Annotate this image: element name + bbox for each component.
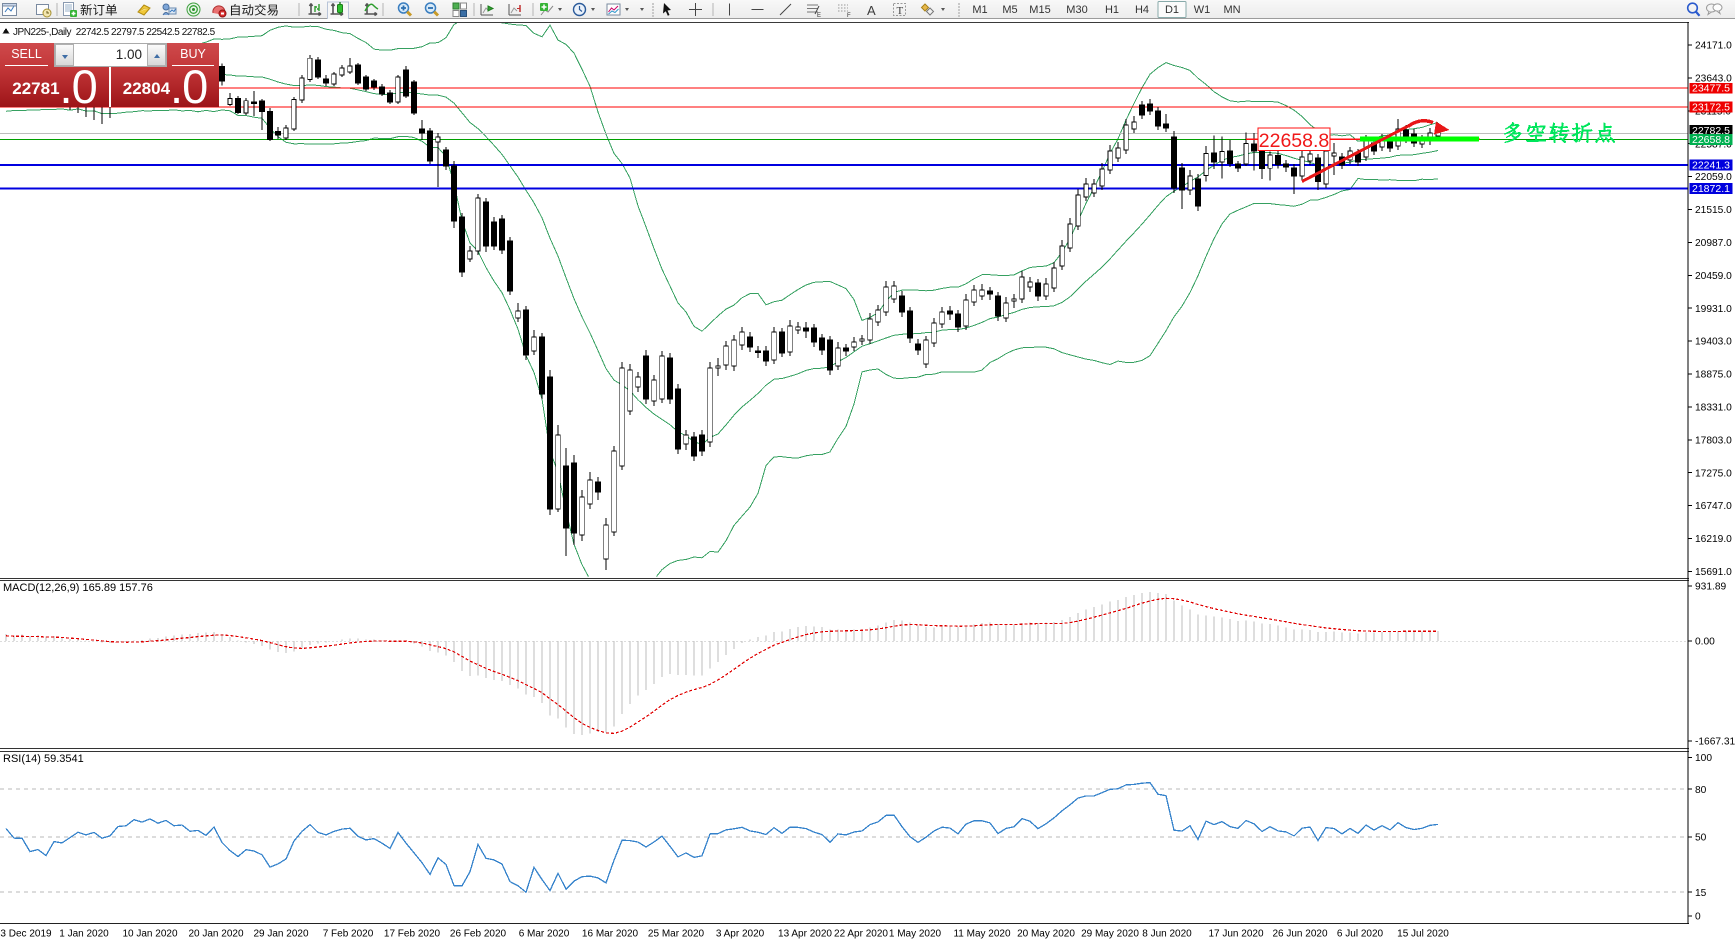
svg-text:26 Jun 2020: 26 Jun 2020	[1272, 929, 1327, 940]
svg-text:H1: H1	[1105, 4, 1119, 16]
svg-text:19403.0: 19403.0	[1695, 337, 1732, 348]
svg-text:0.00: 0.00	[1695, 637, 1715, 648]
svg-text:21515.0: 21515.0	[1695, 205, 1732, 216]
svg-text:20 May 2020: 20 May 2020	[1017, 929, 1075, 940]
svg-text:931.89: 931.89	[1695, 582, 1726, 593]
svg-text:8 Jun 2020: 8 Jun 2020	[1142, 929, 1192, 940]
svg-text:1 May 2020: 1 May 2020	[889, 929, 942, 940]
svg-text:26 Feb 2020: 26 Feb 2020	[450, 929, 507, 940]
svg-text:13 Apr 2020: 13 Apr 2020	[778, 929, 832, 940]
svg-text:11 May 2020: 11 May 2020	[953, 929, 1011, 940]
svg-text:22782.5: 22782.5	[1692, 125, 1730, 137]
svg-text:T: T	[897, 5, 904, 17]
svg-text:20 Jan 2020: 20 Jan 2020	[188, 929, 243, 940]
svg-text:21872.1: 21872.1	[1692, 183, 1730, 195]
svg-text:80: 80	[1695, 785, 1707, 796]
svg-text:17803.0: 17803.0	[1695, 435, 1732, 446]
svg-text:100: 100	[1695, 753, 1712, 764]
svg-text:22658.8: 22658.8	[1692, 134, 1730, 146]
svg-text:10 Jan 2020: 10 Jan 2020	[122, 929, 177, 940]
svg-text:19931.0: 19931.0	[1695, 304, 1732, 315]
svg-text:22241.3: 22241.3	[1692, 159, 1730, 171]
svg-text:6 Mar 2020: 6 Mar 2020	[519, 929, 570, 940]
svg-text:17275.0: 17275.0	[1695, 468, 1732, 479]
svg-text:3 Apr 2020: 3 Apr 2020	[716, 929, 765, 940]
svg-text:15 Jul 2020: 15 Jul 2020	[1397, 929, 1449, 940]
svg-text:15691.0: 15691.0	[1695, 567, 1732, 578]
svg-text:29 May 2020: 29 May 2020	[1081, 929, 1139, 940]
svg-text:16 Mar 2020: 16 Mar 2020	[582, 929, 639, 940]
svg-text:18875.0: 18875.0	[1695, 370, 1732, 381]
svg-text:0: 0	[1695, 912, 1701, 923]
svg-text:MN: MN	[1223, 4, 1240, 16]
svg-text:3 Dec 2019: 3 Dec 2019	[0, 929, 52, 940]
svg-text:20459.0: 20459.0	[1695, 271, 1732, 282]
svg-text:F: F	[847, 13, 851, 19]
svg-text:22 Apr 2020: 22 Apr 2020	[834, 929, 888, 940]
svg-text:M1: M1	[972, 4, 987, 16]
svg-text:22059.0: 22059.0	[1695, 172, 1732, 183]
svg-text:E: E	[817, 13, 821, 19]
svg-text:15: 15	[1695, 888, 1707, 899]
svg-text:16747.0: 16747.0	[1695, 501, 1732, 512]
svg-text:6 Jul 2020: 6 Jul 2020	[1337, 929, 1384, 940]
svg-text:16219.0: 16219.0	[1695, 534, 1732, 545]
svg-text:JPN225-,Daily 22742.5 22797.5: JPN225-,Daily 22742.5 22797.5 22542.5 22…	[13, 27, 216, 38]
svg-text:H4: H4	[1135, 4, 1149, 16]
svg-text:23172.5: 23172.5	[1692, 102, 1730, 114]
svg-text:20987.0: 20987.0	[1695, 238, 1732, 249]
svg-text:7 Feb 2020: 7 Feb 2020	[323, 929, 374, 940]
svg-text:W1: W1	[1194, 4, 1211, 16]
svg-text:M30: M30	[1066, 4, 1087, 16]
svg-text:RSI(14) 59.3541: RSI(14) 59.3541	[3, 753, 84, 765]
svg-text:MACD(12,26,9) 165.89 157.76: MACD(12,26,9) 165.89 157.76	[3, 582, 153, 594]
svg-text:25 Mar 2020: 25 Mar 2020	[648, 929, 705, 940]
svg-text:17 Feb 2020: 17 Feb 2020	[384, 929, 441, 940]
svg-text:18331.0: 18331.0	[1695, 403, 1732, 414]
svg-text:22658.8: 22658.8	[1259, 130, 1330, 152]
svg-text:17 Jun 2020: 17 Jun 2020	[1208, 929, 1263, 940]
svg-text:A: A	[867, 3, 876, 18]
svg-text:1 Jan 2020: 1 Jan 2020	[59, 929, 109, 940]
svg-text:23643.0: 23643.0	[1695, 74, 1732, 85]
svg-text:50: 50	[1695, 832, 1707, 843]
svg-text:29 Jan 2020: 29 Jan 2020	[253, 929, 308, 940]
svg-text:D1: D1	[1165, 4, 1179, 16]
svg-text:M5: M5	[1002, 4, 1017, 16]
svg-text:M15: M15	[1029, 4, 1050, 16]
svg-text:-1667.31: -1667.31	[1695, 737, 1735, 748]
svg-text:23477.5: 23477.5	[1692, 83, 1730, 95]
svg-text:24171.0: 24171.0	[1695, 41, 1732, 52]
